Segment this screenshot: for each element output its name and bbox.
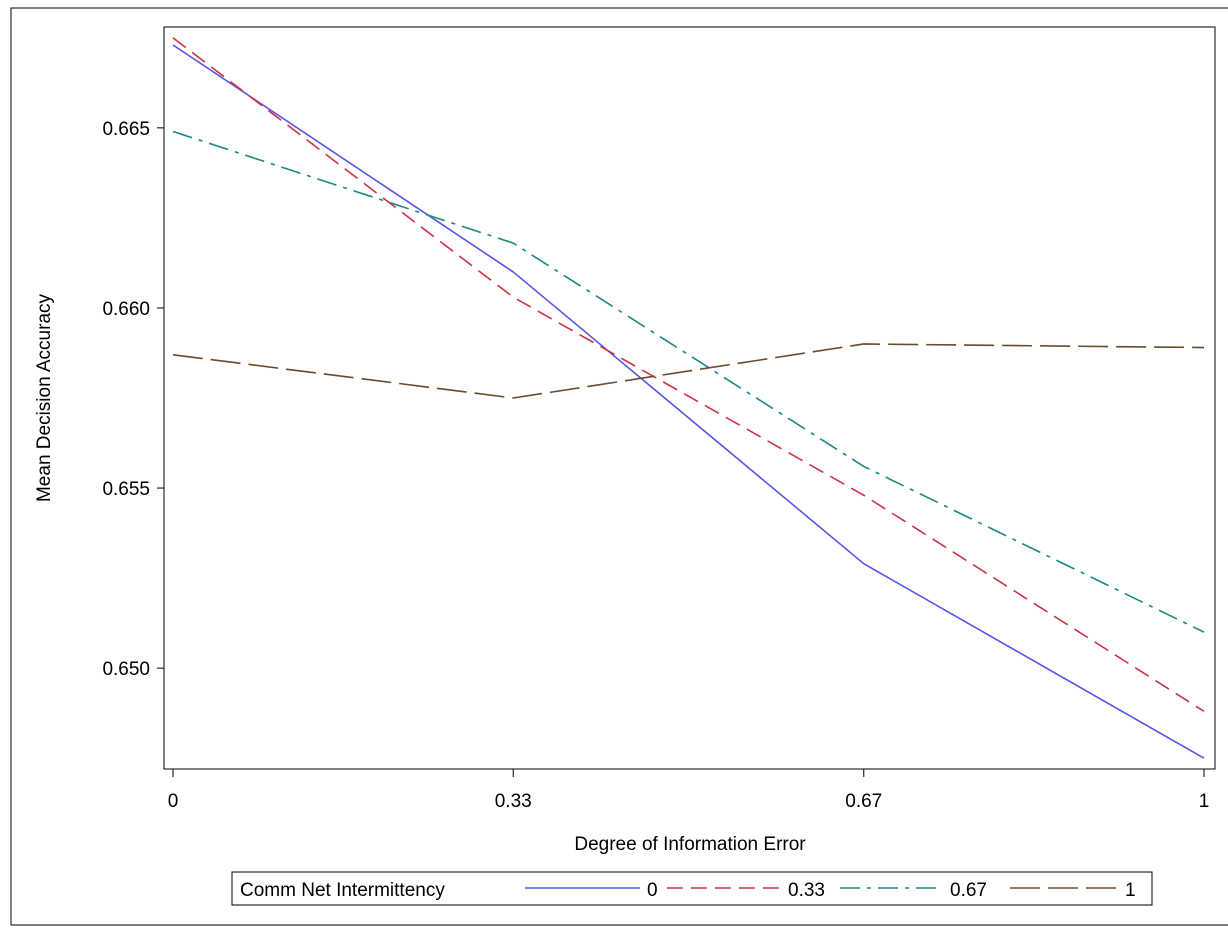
x-tick-label: 0 <box>168 791 179 812</box>
series-line-0-67 <box>172 130 1205 633</box>
x-tick-label: 1 <box>1199 791 1210 812</box>
legend-label: 0.67 <box>950 880 987 901</box>
x-axis: 0 0.33 0.67 1 <box>168 769 1210 812</box>
legend-items: 0 0.33 0.67 1 <box>525 880 1136 901</box>
y-axis-label: Mean Decision Accuracy <box>34 293 55 502</box>
x-axis-label: Degree of Information Error <box>574 834 806 855</box>
y-tick-label: 0.665 <box>102 119 150 140</box>
series-line-0-33 <box>172 37 1205 713</box>
series-line-1 <box>172 343 1205 399</box>
series-lines <box>172 37 1205 759</box>
x-tick-label: 0.67 <box>845 791 882 812</box>
y-axis: 0.650 0.655 0.660 0.665 <box>102 119 164 680</box>
series-line-0 <box>172 44 1205 759</box>
legend-label: 0 <box>647 880 658 901</box>
y-tick-label: 0.655 <box>102 479 150 500</box>
legend: Comm Net Intermittency 0 0.33 0.67 1 <box>231 871 1153 906</box>
legend-title: Comm Net Intermittency <box>240 880 445 901</box>
x-tick-label: 0.33 <box>495 791 532 812</box>
plot-area <box>163 26 1216 770</box>
legend-label: 1 <box>1125 880 1136 901</box>
y-tick-label: 0.660 <box>102 299 150 320</box>
y-tick-label: 0.650 <box>102 659 150 680</box>
legend-label: 0.33 <box>788 880 825 901</box>
